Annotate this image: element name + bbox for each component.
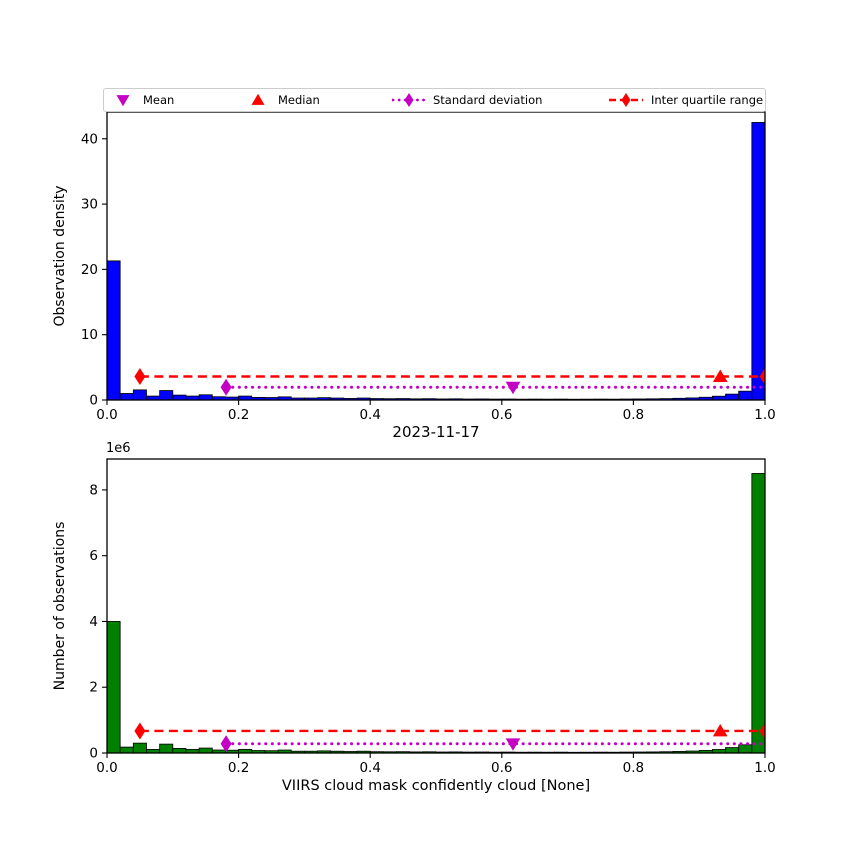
tick-label: 0.2 [228,760,249,776]
histogram-bar [107,621,121,753]
legend-item-median: Median [245,89,320,111]
histogram-bar [738,744,753,753]
axes-spines [106,111,766,401]
std-diamond-marker [220,735,232,753]
observation-count-histogram: 0.0 0.2 0.4 0.6 0.8 1.0 0 2 4 6 8 [89,458,776,776]
legend-label-std: Standard deviation [433,93,543,107]
stat-overlays [134,367,765,396]
histogram-bar [198,394,213,400]
std-diamond-marker [220,378,232,396]
tick-label: 8 [89,482,98,498]
density-y-axis-label: Observation density [52,185,68,327]
histogram-bar [198,747,213,753]
histogram-bar [725,747,740,753]
axes-spines [106,458,766,754]
iqr-left-diamond-marker [134,722,146,740]
tick-label: 1.0 [754,760,775,776]
median-triangle-up-icon [251,93,265,105]
std-diamond-dotted-icon [392,93,426,107]
tick-label: 0.4 [359,407,380,423]
stat-overlays [134,722,765,753]
legend-item-std: Standard deviation [392,89,542,111]
histogram-bar [132,742,147,753]
histogram-bar [751,473,765,753]
histogram-bar [119,393,134,400]
count-y-axis-label: Number of observations [52,521,68,691]
iqr-right-diamond-marker [759,722,765,740]
median-triangle-marker [712,723,728,737]
tick-label: 1.0 [754,407,775,423]
tick-label: 0 [89,746,98,762]
legend-item-mean: Mean [110,89,174,111]
histogram-bar [159,743,174,753]
y-axis-offset-label: 1e6 [106,441,131,456]
tick-label: 40 [81,131,98,147]
tick-label: 0.0 [96,760,117,776]
iqr-left-diamond-marker [134,367,146,385]
iqr-right-diamond-marker [759,367,765,385]
tick-label: 4 [89,614,98,630]
histogram-bar [172,394,187,400]
histogram-bar [172,747,187,753]
histogram-bar [132,389,147,400]
histogram-bar [725,393,740,400]
legend: Mean Median Standard deviation Inter qua… [103,88,766,112]
tick-label: 0.2 [228,407,249,423]
histogram-bars [107,122,765,400]
histogram-bar [751,122,765,400]
tick-label: 2 [89,680,98,696]
tick-label: 6 [89,548,98,564]
x-axis-label: VIIRS cloud mask confidently cloud [None… [281,778,591,794]
tick-label: 0.8 [623,760,644,776]
mean-triangle-down-icon [116,95,130,107]
histogram-bar [738,390,753,400]
observation-density-histogram: 0.0 0.2 0.4 0.6 0.8 1.0 0 10 20 30 40 [81,111,776,423]
iqr-diamond-dashed-icon [609,93,643,107]
tick-label: 20 [81,262,98,278]
tick-label: 30 [81,197,98,213]
mean-triangle-marker [505,381,521,395]
tick-label: 0.8 [623,407,644,423]
mean-triangle-marker [505,738,521,751]
legend-label-iqr: Inter quartile range [651,93,764,107]
legend-label-median: Median [278,93,320,107]
date-title: 2023-11-17 [392,423,480,441]
tick-label: 0 [89,393,98,409]
tick-label: 0.0 [96,407,117,423]
tick-label: 0.6 [491,407,512,423]
tick-label: 0.4 [359,760,380,776]
legend-item-iqr: Inter quartile range [608,89,763,111]
legend-label-mean: Mean [143,93,175,107]
histogram-bar [159,390,174,400]
median-triangle-marker [712,369,728,382]
histogram-bar [119,746,134,753]
tick-label: 10 [81,327,98,343]
histogram-bars [107,473,765,753]
tick-label: 0.6 [491,760,512,776]
histogram-bar [107,260,121,400]
